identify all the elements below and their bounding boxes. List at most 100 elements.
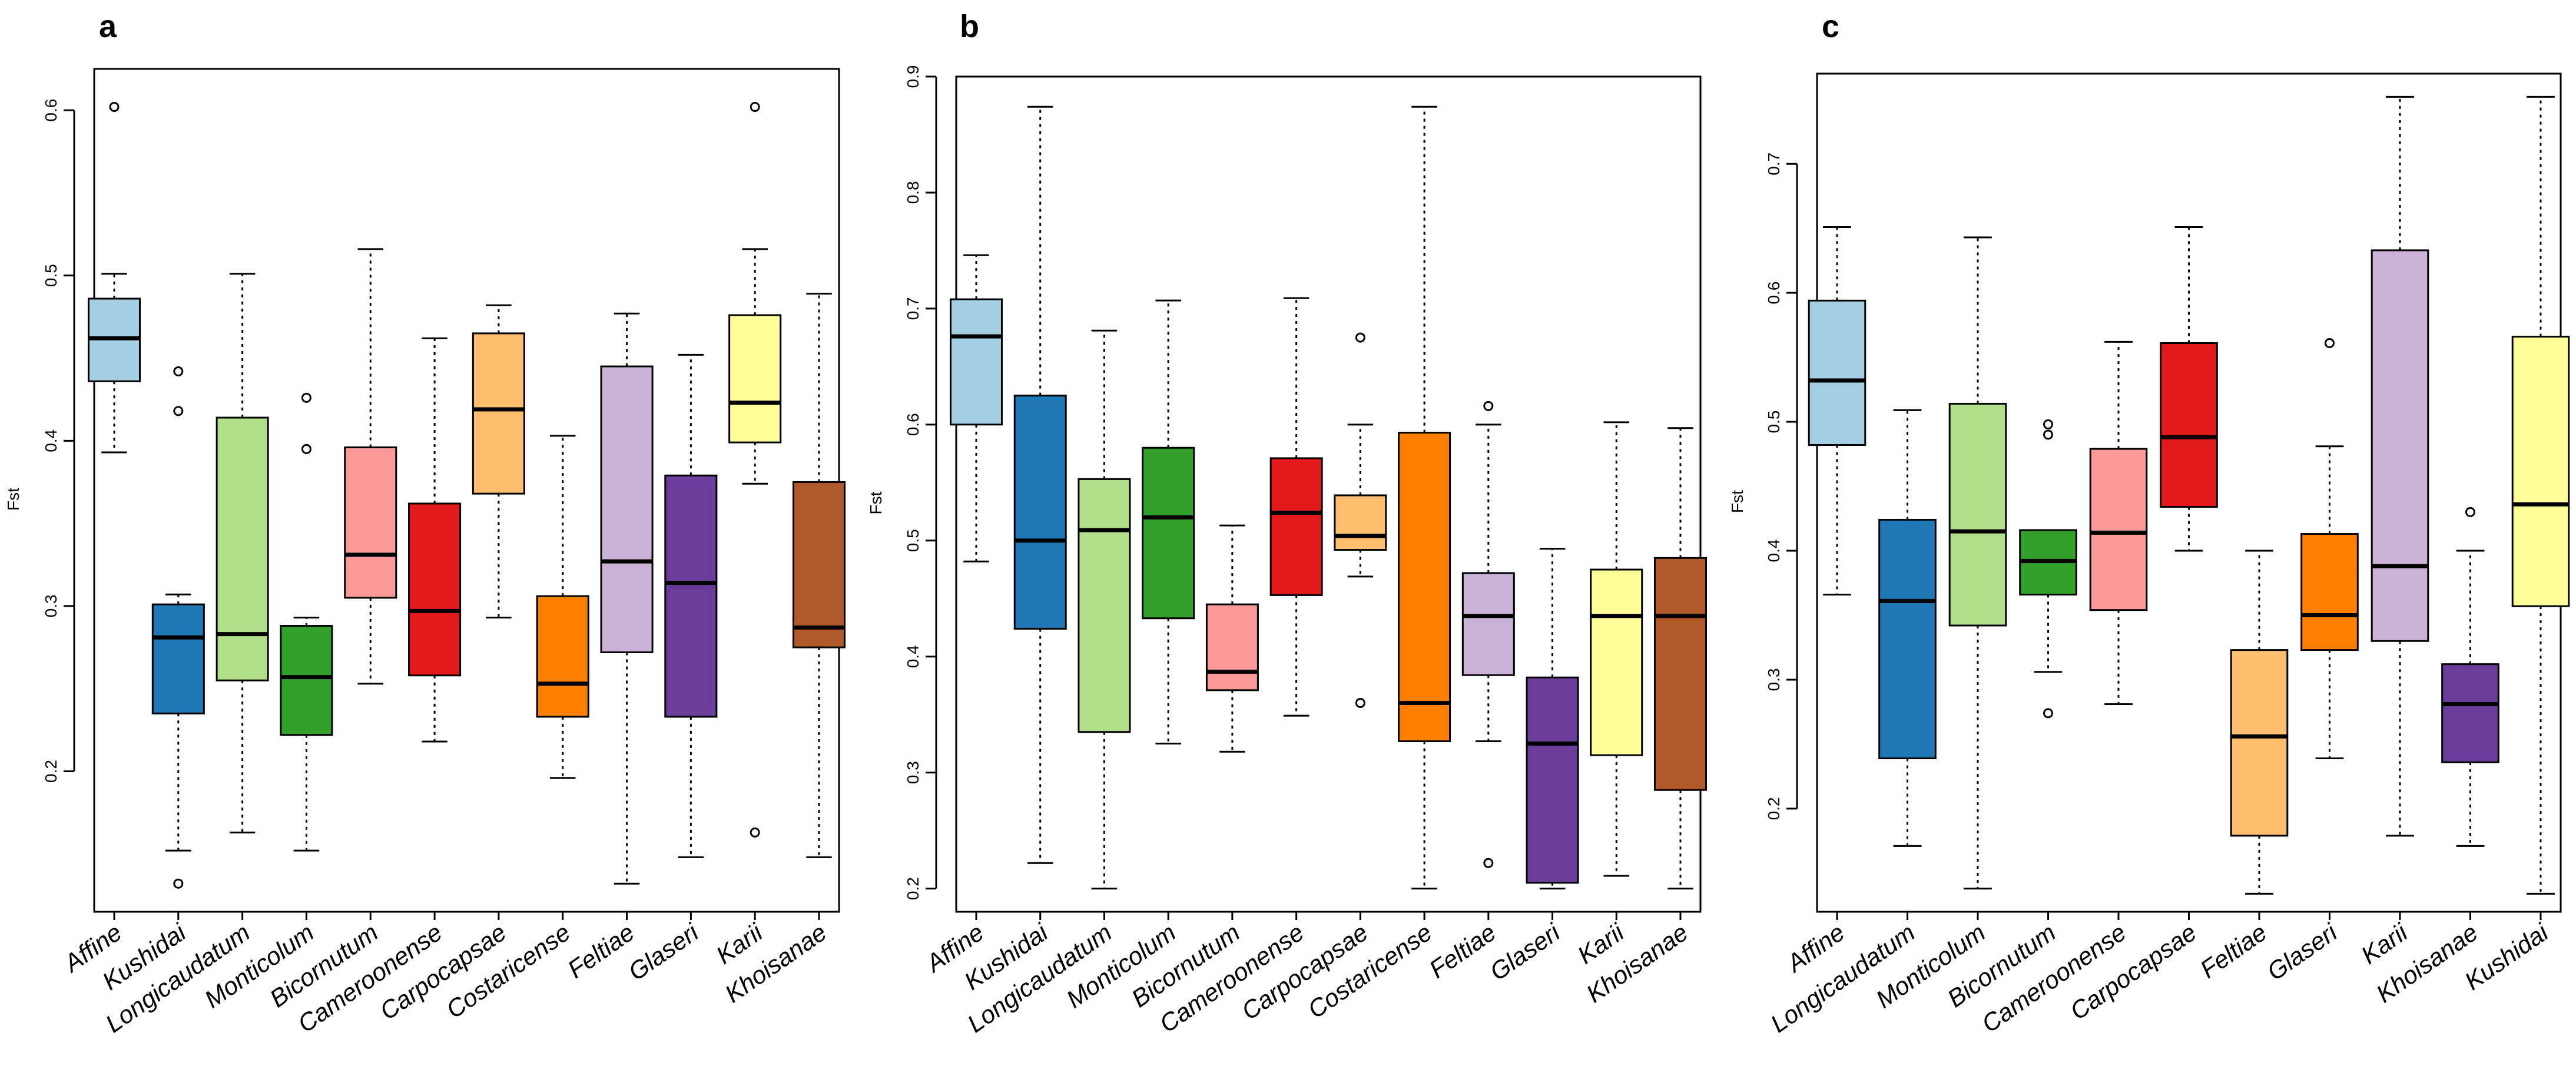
box-karii: Karii (711, 102, 782, 970)
iqr-box (1461, 572, 1515, 676)
panel-c: c 0.2 0.3 0.4 0.5 0.6 0.7 Fst AffineLongicaudat… (1728, 9, 2570, 1038)
iqr-box (950, 298, 1003, 426)
outlier-point (1355, 698, 1365, 708)
plot-frame (955, 75, 1702, 913)
outlier-point (109, 102, 120, 112)
plot-frame (93, 68, 840, 913)
box-karii: Karii (2356, 95, 2429, 970)
y-axis-label: Fst (867, 491, 885, 514)
iqr-box (2160, 342, 2218, 508)
outlier-point (173, 366, 184, 376)
iqr-box (2441, 663, 2499, 763)
outlier-point (173, 878, 184, 889)
y-tick-label: 0.3 (904, 761, 922, 784)
panel-b: b 0.2 0.3 0.4 0.5 0.6 0.7 0.8 0.9 Fst AffineKushi… (867, 9, 1707, 1038)
outlier-point (2465, 507, 2475, 517)
panel-b-letter: b (960, 9, 979, 44)
iqr-box (1078, 478, 1131, 733)
box-affine: Affine (58, 102, 141, 978)
y-tick-label: 0.7 (1765, 153, 1783, 176)
box-kushidai: Kushidai (2459, 95, 2570, 995)
panel-a: a 0.20.30.40.50.6FstAffineKushidaiLongic… (4, 9, 846, 1038)
outlier-point (2043, 708, 2053, 719)
box-affine: Affine (1781, 226, 1866, 978)
iqr-box (1269, 457, 1323, 596)
y-tick-label: 0.7 (904, 297, 922, 320)
iqr-box (1654, 557, 1707, 791)
y-tick-label: 0.6 (42, 99, 60, 122)
outlier-point (750, 827, 760, 838)
iqr-box (1808, 299, 1866, 446)
y-tick-label: 0.2 (42, 760, 60, 783)
y-axis-label: Fst (1728, 490, 1746, 513)
outlier-point (1483, 401, 1494, 411)
outlier-point (301, 444, 311, 454)
iqr-box (2371, 249, 2429, 642)
iqr-box (1948, 402, 2007, 627)
outlier-point (750, 102, 760, 112)
outlier-point (2325, 338, 2335, 349)
iqr-box (1398, 432, 1451, 742)
iqr-box (2230, 649, 2289, 837)
box-kushidai: Kushidai (959, 105, 1067, 995)
iqr-box (728, 314, 782, 444)
iqr-box (1205, 603, 1259, 691)
box-longicaudatum: Longicaudatum (1765, 409, 1937, 1038)
iqr-box (151, 603, 205, 714)
box-affine: Affine (920, 254, 1003, 978)
iqr-box (2511, 336, 2570, 607)
outlier-point (173, 406, 184, 416)
category-label: Feltiae (1424, 918, 1501, 984)
outlier-point (2043, 419, 2053, 429)
category-label: Glaseri (1485, 918, 1566, 986)
iqr-box (2300, 533, 2359, 651)
y-tick-label: 0.8 (904, 181, 922, 204)
category-label: Feltiae (562, 918, 639, 984)
iqr-box (600, 365, 654, 653)
iqr-box (1590, 568, 1643, 756)
iqr-box (1142, 446, 1195, 620)
outlier-point (1355, 332, 1365, 343)
iqr-box (1013, 395, 1067, 630)
panel-a-letter: a (99, 9, 117, 44)
y-tick-label: 0.5 (42, 264, 60, 287)
y-tick-label: 0.3 (1765, 668, 1783, 691)
box-kushidai: Kushidai (97, 366, 205, 995)
iqr-box (1878, 518, 1937, 759)
box-feltiae: Feltiae (2195, 550, 2289, 984)
iqr-box (216, 416, 269, 681)
y-tick-label: 0.6 (904, 413, 922, 436)
iqr-box (792, 481, 846, 648)
y-tick-label: 0.2 (1765, 797, 1783, 820)
y-tick-label: 0.9 (904, 65, 922, 88)
box-carpocapsae: Carpocapsae (1236, 332, 1387, 1025)
iqr-box (2089, 448, 2148, 611)
y-tick-label: 0.2 (904, 877, 922, 900)
y-tick-label: 0.4 (904, 645, 922, 668)
outlier-point (301, 392, 311, 403)
iqr-box (280, 625, 333, 736)
y-tick-label: 0.5 (1765, 411, 1783, 434)
iqr-box (1526, 676, 1579, 884)
panel-c-letter: c (1822, 9, 1839, 44)
iqr-box (536, 595, 589, 718)
box-karii: Karii (1573, 421, 1643, 970)
outlier-point (2043, 429, 2053, 440)
category-label: Glaseri (624, 918, 704, 986)
iqr-box (664, 474, 718, 718)
box-costaricense: Costaricense (1303, 105, 1451, 1024)
box-costaricense: Costaricense (441, 435, 589, 1024)
y-axis-label: Fst (4, 488, 22, 511)
y-tick-label: 0.5 (904, 529, 922, 552)
category-label: Glaseri (2262, 918, 2343, 986)
y-tick-label: 0.3 (42, 594, 60, 617)
box-carpocapsae: Carpocapsae (2065, 226, 2218, 1025)
outlier-point (1483, 858, 1494, 868)
iqr-box (472, 332, 525, 495)
iqr-box (344, 446, 397, 599)
y-tick-label: 0.4 (42, 429, 60, 452)
y-tick-label: 0.6 (1765, 282, 1783, 305)
y-tick-label: 0.4 (1765, 540, 1783, 562)
category-label: Feltiae (2195, 918, 2272, 984)
